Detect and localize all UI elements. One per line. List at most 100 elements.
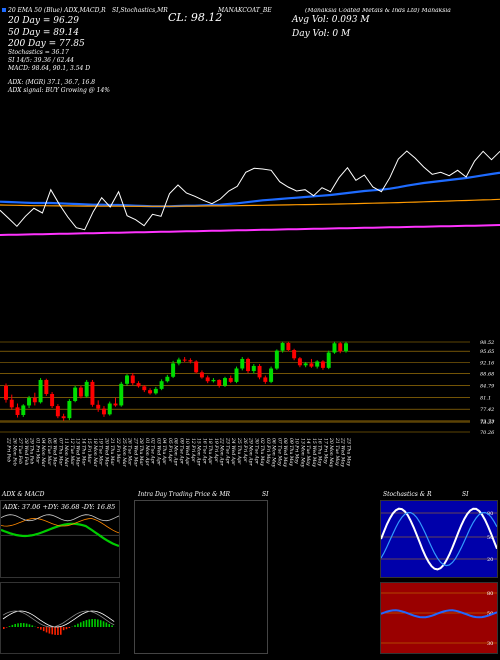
moving-average-chart [0, 150, 500, 236]
macd-bar [65, 627, 68, 630]
candle-body [119, 383, 124, 406]
candle-body [153, 388, 158, 394]
stochastics-panel-si: SI [462, 491, 469, 498]
price-tick-label: 84.79 [480, 384, 495, 390]
macd-bar [28, 624, 31, 627]
candle-body [217, 379, 222, 386]
minus-di-line [1, 514, 119, 522]
macd-bar [79, 622, 82, 627]
stochastics-lines: 80 50 20 [381, 507, 497, 571]
date-tick-label: 26 Fri Apr [242, 437, 248, 463]
date-tick-label: 18 Thu Apr [207, 438, 213, 465]
candle-body [78, 387, 83, 397]
sma-line: SI,Stochastics,MR [112, 7, 168, 14]
date-tick-label: 22 Mon Apr [219, 437, 225, 466]
date-tick-label: 14 Thu Mar [80, 438, 86, 466]
macd-bar [40, 627, 42, 630]
intraday-panel [134, 500, 268, 654]
date-tick-label: 12 Fri Apr [190, 438, 196, 463]
macd-value: MACD: 98.64, 90.1, 3.54 D [8, 65, 91, 72]
close-label: CL: 98.12 [168, 11, 223, 24]
candle-body [309, 363, 314, 367]
candle-body [344, 343, 348, 352]
macd-bar [8, 626, 11, 627]
candle-body [125, 375, 130, 384]
candle-body [240, 358, 245, 369]
rsi-panel: 80 50 30 [380, 582, 498, 654]
date-tick-label: 13 Mon May [299, 438, 305, 468]
date-tick-label: 22 Fri Mar [115, 437, 121, 464]
candle-body [96, 404, 101, 409]
date-tick-label: 24 Wed Apr [230, 437, 236, 466]
stochastics-tick-label: 50 [487, 535, 493, 541]
adx-signal: ADX signal: BUY Growing @ 14% [8, 87, 110, 94]
candle-body [55, 406, 60, 417]
date-tick-label: 12 Tue Mar [69, 438, 75, 466]
date-tick-label: 03 Wed Apr [155, 438, 161, 466]
candle-body [211, 379, 216, 382]
candle-body [38, 379, 43, 403]
macd-bar [111, 625, 113, 627]
date-tick-label: 18 Mon Mar [92, 438, 98, 468]
candle-body [171, 363, 176, 377]
candle-body [15, 407, 20, 415]
candle-body [84, 381, 89, 397]
candlestick-chart: 98.5295.6592.1688.6884.7981.177.4273.737… [0, 340, 495, 435]
candle-body [280, 343, 285, 351]
date-tick-label: 23 Thu May [346, 437, 352, 466]
date-tick-label: 05 Fri Apr [167, 438, 173, 463]
stochastics-panel: 80 50 20 [380, 500, 498, 578]
date-tick-label: 10 Wed Apr [184, 438, 190, 466]
intraday-panel-si: SI [262, 491, 269, 498]
date-tick-label: 05 Tue Mar [46, 438, 52, 466]
candle-body [315, 361, 320, 367]
candle-body [320, 361, 325, 368]
candle-body [188, 360, 193, 362]
candle-body [67, 400, 72, 419]
price-tick-label: 73.37 [480, 420, 495, 426]
candle-body [142, 386, 147, 391]
sma50-line [0, 198, 500, 207]
date-tick-label: 06 Wed Mar [52, 438, 58, 467]
macd-line [2, 610, 115, 628]
candle-body [251, 365, 256, 372]
date-tick-label: 04 Thu Apr [161, 438, 167, 465]
candle-body [73, 387, 78, 401]
date-tick-label: 21 Thu Mar [109, 437, 115, 466]
candle-body [165, 376, 170, 382]
candle-body [101, 408, 106, 415]
ticker-line: MANAKCOAT_BE [218, 7, 272, 14]
macd-bar [88, 619, 91, 627]
candle-body [297, 358, 302, 366]
date-tick-label: 20 Wed Mar [103, 437, 109, 467]
price-tick-label: 77.42 [480, 407, 494, 413]
adx-value: ADX: (MGR) 37.1, 36.7, 16.8 [8, 79, 96, 86]
candle-body [228, 378, 233, 382]
adx-line [1, 522, 119, 548]
legend-blue-square-icon [2, 8, 6, 12]
date-tick-label: 20 Mon May [328, 437, 334, 468]
macd-bar [22, 623, 25, 627]
macd-bar [11, 624, 14, 627]
date-tick-label: 02 Tue Apr [150, 438, 156, 465]
macd-bar [85, 620, 88, 627]
macd-bar [97, 619, 99, 627]
macd-signal-line [2, 610, 115, 628]
candle-body [9, 399, 14, 408]
date-tick-label: 02 Thu May [259, 438, 265, 466]
date-tick-label: 28 Thu Mar [138, 437, 144, 466]
candle-body [4, 385, 8, 400]
date-tick-label: 16 Thu May [317, 438, 323, 466]
plus-di-line [1, 518, 119, 534]
date-tick-label: 27 Wed Mar [132, 437, 138, 467]
stochastics-k-line [381, 507, 497, 571]
date-tick-label: 29 Mon Apr [248, 437, 254, 466]
candle-body [234, 368, 239, 382]
candle-body [326, 352, 331, 368]
date-tick-label: 01 Fri Mar [34, 438, 40, 464]
macd-bar [45, 627, 48, 633]
macd-bar [60, 627, 62, 635]
candle-body [107, 403, 112, 415]
candle-body [263, 377, 268, 382]
